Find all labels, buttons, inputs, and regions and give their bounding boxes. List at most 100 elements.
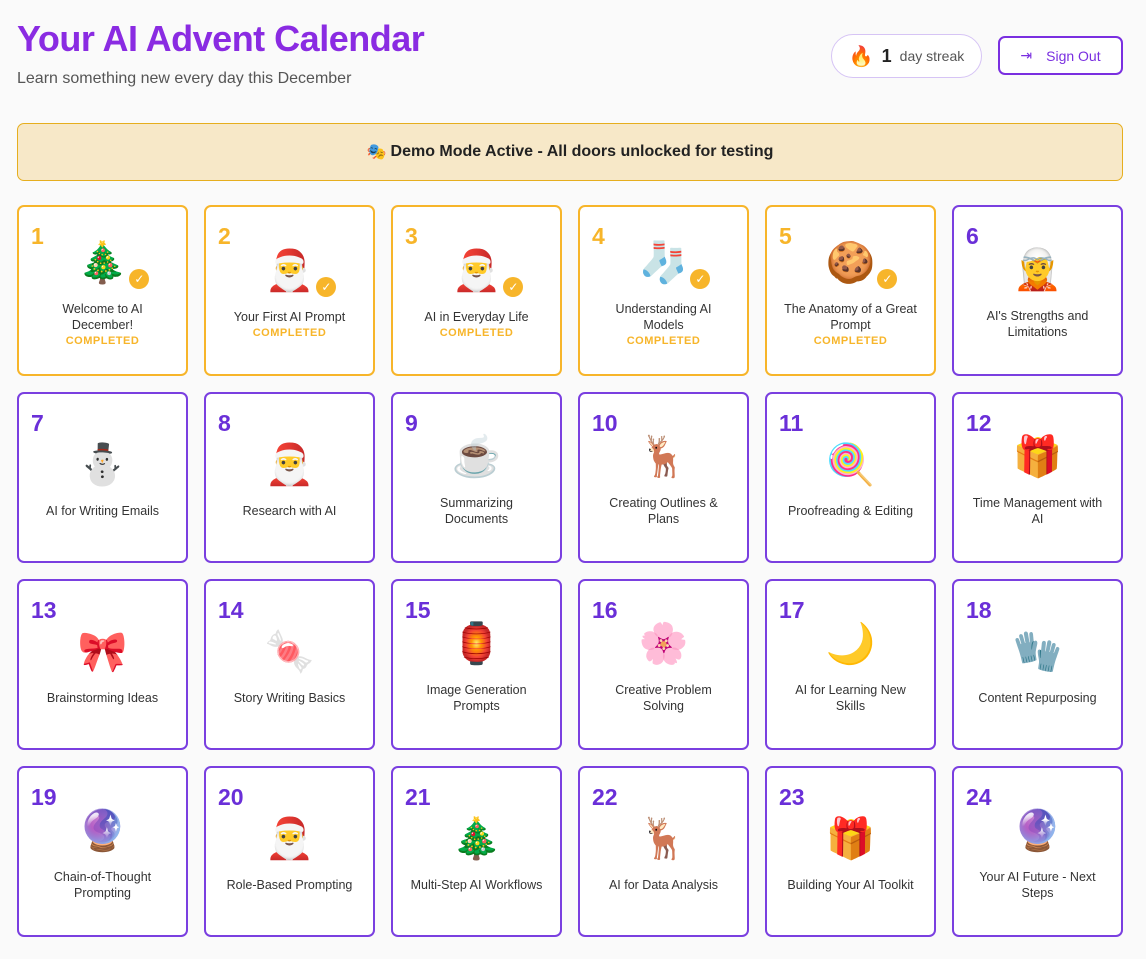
- day-illustration-icon: 🎀: [78, 624, 128, 680]
- day-illustration-icon: 🏮: [452, 616, 502, 672]
- check-icon: ✓: [503, 276, 524, 297]
- calendar-door-2[interactable]: 2 🎅 ✓ Your First AI Prompt COMPLETED: [204, 205, 375, 376]
- day-number: 22: [592, 784, 618, 810]
- calendar-grid: 1 🎄 ✓ Welcome to AI December! COMPLETED 2 🎅 ✓…: [17, 205, 1123, 937]
- day-illustration-icon: 🦌: [639, 811, 689, 867]
- page-subtitle: Learn something new every day this Decem…: [17, 70, 352, 87]
- day-illustration-icon: 🎅 ✓: [264, 243, 337, 299]
- day-title: Creative Problem Solving: [615, 682, 712, 713]
- calendar-door-3[interactable]: 3 🎅 ✓ AI in Everyday Life COMPLETED: [391, 205, 562, 376]
- calendar-door-21[interactable]: 21 🎄 Multi-Step AI Workflows: [391, 766, 562, 937]
- check-icon: ✓: [877, 268, 898, 289]
- sign-out-button[interactable]: ⇥ Sign Out: [998, 36, 1123, 75]
- demo-mode-banner: 🎭 Demo Mode Active - All doors unlocked …: [17, 123, 1123, 181]
- day-number: 9: [405, 410, 418, 436]
- day-illustration-icon: 🎁: [826, 811, 876, 867]
- day-number: 21: [405, 784, 431, 810]
- status-badge: COMPLETED: [252, 326, 327, 339]
- check-icon: ✓: [316, 276, 337, 297]
- day-emoji: 🧤: [1012, 629, 1063, 674]
- calendar-door-23[interactable]: 23 🎁 Building Your AI Toolkit: [765, 766, 936, 937]
- day-emoji: 🌸: [638, 621, 689, 666]
- day-title: AI's Strengths and Limitations: [986, 308, 1089, 339]
- day-title: Role-Based Prompting: [226, 877, 353, 892]
- day-emoji: 🎅: [264, 248, 315, 293]
- calendar-door-7[interactable]: 7 ⛄ AI for Writing Emails: [17, 392, 188, 563]
- day-illustration-icon: 🎅: [265, 437, 315, 493]
- day-number: 7: [31, 410, 44, 436]
- day-illustration-icon: 🍬: [265, 624, 315, 680]
- day-emoji: ☕: [451, 434, 502, 479]
- day-number: 19: [31, 784, 57, 810]
- calendar-door-17[interactable]: 17 🌙 AI for Learning New Skills: [765, 579, 936, 750]
- day-title: AI for Learning New Skills: [795, 682, 906, 713]
- calendar-door-8[interactable]: 8 🎅 Research with AI: [204, 392, 375, 563]
- day-illustration-icon: ☕: [452, 429, 502, 485]
- day-title: AI for Data Analysis: [608, 877, 719, 892]
- calendar-door-11[interactable]: 11 🍭 Proofreading & Editing: [765, 392, 936, 563]
- status-badge: COMPLETED: [439, 326, 514, 339]
- day-emoji: 🎄: [451, 816, 502, 861]
- day-emoji: 🦌: [638, 816, 689, 861]
- day-emoji: 🎁: [1012, 434, 1063, 479]
- day-illustration-icon: 🌸: [639, 616, 689, 672]
- calendar-door-1[interactable]: 1 🎄 ✓ Welcome to AI December! COMPLETED: [17, 205, 188, 376]
- calendar-door-24[interactable]: 24 🔮 Your AI Future - Next Steps: [952, 766, 1123, 937]
- calendar-door-16[interactable]: 16 🌸 Creative Problem Solving: [578, 579, 749, 750]
- day-emoji: ⛄: [77, 442, 128, 487]
- day-illustration-icon: 🎄: [452, 811, 502, 867]
- day-emoji: 🎁: [825, 816, 876, 861]
- calendar-door-5[interactable]: 5 🍪 ✓ The Anatomy of a Great Prompt COMPLET…: [765, 205, 936, 376]
- calendar-door-10[interactable]: 10 🦌 Creating Outlines & Plans: [578, 392, 749, 563]
- flame-icon: 🔥: [848, 45, 874, 68]
- day-illustration-icon: 🌙: [826, 616, 876, 672]
- day-title: Chain-of-Thought Prompting: [53, 869, 152, 900]
- day-number: 3: [405, 223, 418, 249]
- day-number: 14: [218, 597, 244, 623]
- calendar-door-12[interactable]: 12 🎁 Time Management with AI: [952, 392, 1123, 563]
- day-emoji: 🎅: [451, 248, 502, 293]
- calendar-door-13[interactable]: 13 🎀 Brainstorming Ideas: [17, 579, 188, 750]
- status-badge: COMPLETED: [626, 334, 701, 347]
- day-title: Image Generation Prompts: [426, 682, 527, 713]
- calendar-door-6[interactable]: 6 🧝 AI's Strengths and Limitations: [952, 205, 1123, 376]
- day-illustration-icon: 🍪 ✓: [826, 235, 898, 291]
- day-title: Multi-Step AI Workflows: [410, 877, 543, 892]
- calendar-door-20[interactable]: 20 🎅 Role-Based Prompting: [204, 766, 375, 937]
- day-number: 16: [592, 597, 618, 623]
- check-icon: ✓: [129, 268, 150, 289]
- calendar-door-22[interactable]: 22 🦌 AI for Data Analysis: [578, 766, 749, 937]
- streak-badge: 🔥 1 day streak: [831, 34, 982, 78]
- day-emoji: 🎅: [264, 816, 315, 861]
- streak-label: day streak: [899, 48, 965, 64]
- day-emoji: 🔮: [77, 808, 128, 853]
- day-illustration-icon: 🔮: [78, 803, 128, 859]
- day-emoji: 🌙: [825, 621, 876, 666]
- day-emoji: 🎄: [77, 240, 128, 285]
- calendar-door-18[interactable]: 18 🧤 Content Repurposing: [952, 579, 1123, 750]
- day-number: 23: [779, 784, 805, 810]
- calendar-door-4[interactable]: 4 🧦 ✓ Understanding AI Models COMPLETED: [578, 205, 749, 376]
- status-badge: COMPLETED: [813, 334, 888, 347]
- day-illustration-icon: 🧤: [1013, 624, 1063, 680]
- day-illustration-icon: 🍭: [826, 437, 876, 493]
- calendar-door-19[interactable]: 19 🔮 Chain-of-Thought Prompting: [17, 766, 188, 937]
- day-emoji: 🧝: [1012, 247, 1063, 292]
- calendar-door-15[interactable]: 15 🏮 Image Generation Prompts: [391, 579, 562, 750]
- day-title: Building Your AI Toolkit: [787, 877, 914, 892]
- day-title: Research with AI: [242, 503, 337, 518]
- sign-out-icon: ⇥: [1020, 47, 1033, 63]
- day-number: 13: [31, 597, 57, 623]
- day-title: Time Management with AI: [972, 495, 1103, 526]
- day-number: 20: [218, 784, 244, 810]
- day-emoji: 🏮: [451, 621, 502, 666]
- calendar-door-14[interactable]: 14 🍬 Story Writing Basics: [204, 579, 375, 750]
- day-illustration-icon: ⛄: [78, 437, 128, 493]
- day-emoji: 🍬: [264, 629, 315, 674]
- day-title: Welcome to AI December!: [62, 301, 143, 332]
- calendar-door-9[interactable]: 9 ☕ Summarizing Documents: [391, 392, 562, 563]
- day-illustration-icon: 🎅: [265, 811, 315, 867]
- day-title: Summarizing Documents: [440, 495, 513, 526]
- day-title: The Anatomy of a Great Prompt: [784, 301, 917, 332]
- day-number: 24: [966, 784, 992, 810]
